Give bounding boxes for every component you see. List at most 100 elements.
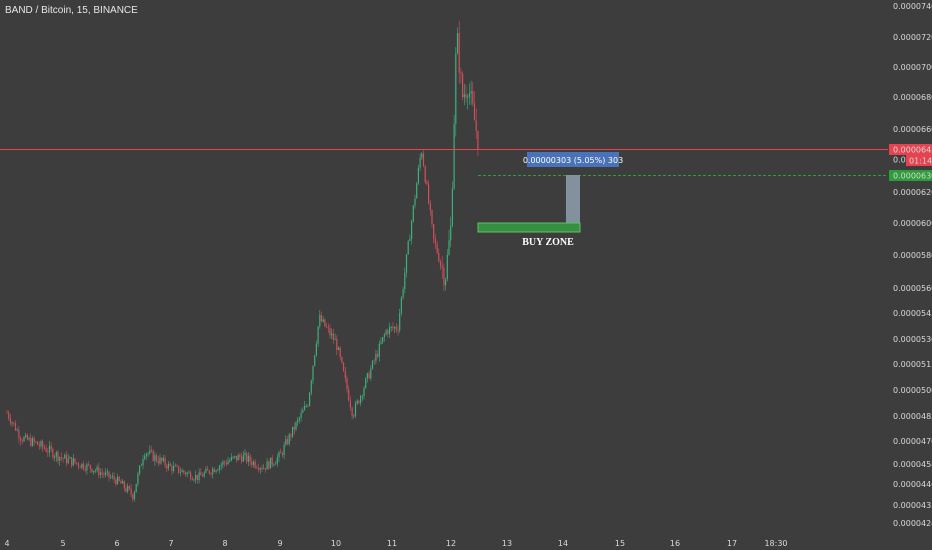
candle-body (443, 268, 445, 286)
measure-label-box (527, 152, 619, 167)
candle-body (184, 472, 187, 475)
candle-body (67, 458, 69, 464)
candle-body (212, 468, 214, 475)
candle-body (465, 94, 467, 98)
candle-body (149, 450, 151, 454)
candle-body (388, 327, 391, 334)
price-axis[interactable]: 0.00007400 0.00007200 0.00007000 0.00006800… (893, 2, 932, 528)
candle-body (162, 458, 164, 461)
candle-body (462, 74, 464, 98)
candle-body (224, 461, 226, 463)
candle-body (436, 243, 438, 253)
candle-body (246, 453, 248, 462)
candle-body (157, 461, 159, 464)
candle-body (368, 373, 370, 379)
candle-body (280, 452, 282, 454)
candle-body (43, 447, 45, 449)
candle-body (263, 468, 265, 470)
candle-body (64, 454, 66, 459)
candle-body (254, 461, 256, 468)
candle-body (133, 492, 136, 500)
candle-body (88, 464, 90, 465)
candle-body (174, 465, 176, 467)
y-tick-label: 0.00004245 (893, 519, 932, 528)
x-tick-label: 13 (502, 539, 512, 548)
candle-body (438, 253, 440, 262)
candle-body (222, 461, 224, 465)
candle-body (387, 330, 389, 334)
candle-body (445, 279, 447, 286)
candle-body (351, 407, 353, 417)
candle-body (405, 254, 408, 273)
candle-body (11, 422, 13, 424)
time-axis[interactable]: 4 5 6 7 8 9 10 11 12 13 14 15 16 17 18:30 (4, 539, 787, 548)
candle-body (20, 438, 22, 441)
countdown-badge (906, 155, 932, 166)
y-tick-label: 0.00007400 (893, 2, 932, 11)
candle-body (111, 476, 113, 477)
y-tick-label: 0.00006000 (893, 219, 932, 228)
x-tick-label: 5 (60, 539, 65, 548)
candle-body (21, 440, 23, 442)
candle-body (122, 481, 124, 484)
candle-body (116, 476, 119, 485)
candle-body (417, 167, 419, 184)
candle-body (273, 464, 275, 466)
candle-body (293, 426, 295, 430)
candle-body (382, 337, 384, 343)
candle-body (81, 463, 83, 468)
candle-body (298, 417, 300, 420)
candle-body (312, 365, 314, 381)
candle-body (235, 455, 238, 461)
candle-body (89, 464, 91, 469)
candle-body (6, 412, 8, 414)
candle-body (145, 453, 147, 457)
candle-body (341, 356, 343, 363)
candle-body (315, 343, 317, 356)
candle-body (247, 455, 249, 462)
y-tick-label: 0.00007000 (893, 63, 932, 72)
candle-body (142, 459, 144, 466)
candle-body (118, 476, 120, 481)
candle-body (52, 449, 54, 458)
measure-label: 0.00000303 (5.05%) 303 (523, 156, 623, 165)
candle-body (259, 468, 261, 470)
candle-body (98, 467, 100, 476)
candle-body (9, 418, 11, 423)
candle-body (358, 400, 360, 404)
candle-body (82, 463, 85, 469)
candle-body (448, 240, 450, 255)
x-tick-label: 11 (387, 539, 397, 548)
candle-body (456, 33, 459, 54)
candle-body (307, 405, 309, 407)
candle-body (419, 157, 421, 168)
candle-body (191, 479, 193, 480)
candle-body (110, 477, 112, 478)
candle-body (356, 400, 358, 404)
candle-body (234, 455, 236, 457)
buy-zone-rect[interactable] (477, 222, 581, 233)
candle-body (373, 360, 375, 362)
x-tick-label: 17 (727, 539, 737, 548)
candle-body (264, 468, 266, 470)
candle-body (161, 457, 163, 461)
candle-body (125, 488, 127, 492)
candle-body (62, 457, 64, 459)
candle-body (399, 313, 401, 331)
x-tick-label: 8 (222, 539, 227, 548)
candle-body (60, 457, 62, 458)
candle-body (207, 468, 209, 471)
candle-body (59, 457, 61, 461)
candle-body (54, 456, 56, 458)
candle-body (300, 412, 302, 418)
candle-body (421, 153, 423, 158)
candle-body (426, 182, 428, 185)
candle-body (256, 467, 258, 469)
candle-body (320, 315, 323, 322)
candle-body (383, 334, 385, 338)
candle-body (200, 472, 202, 476)
candle-body (434, 238, 436, 244)
candle-body (108, 471, 110, 478)
candle-body (28, 438, 30, 440)
